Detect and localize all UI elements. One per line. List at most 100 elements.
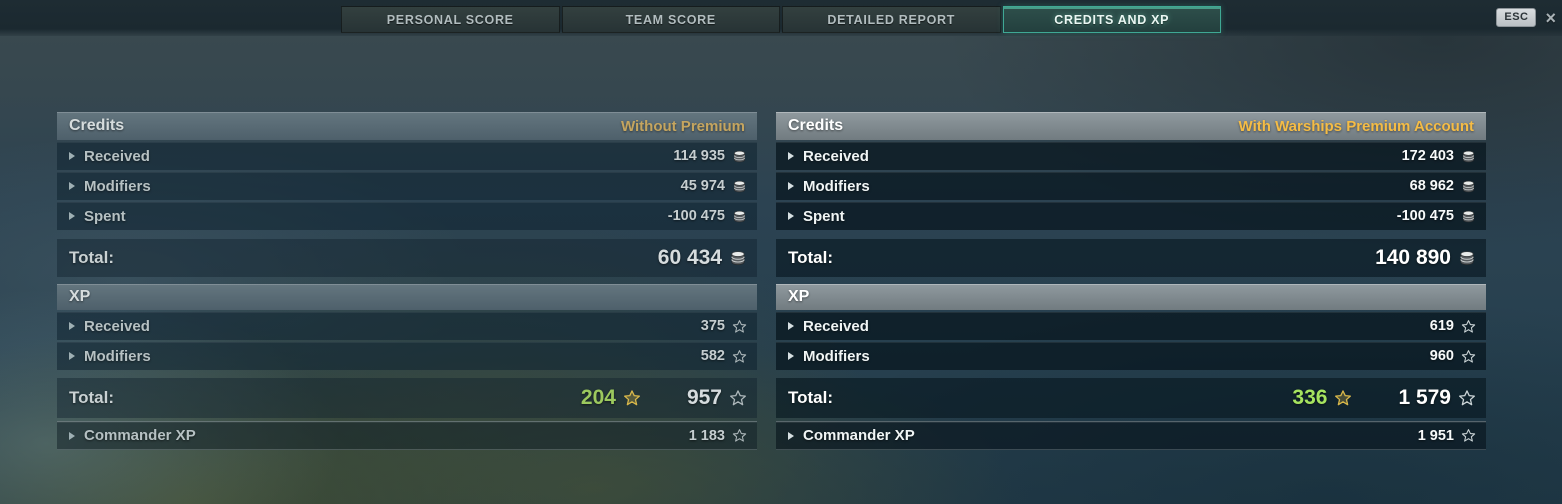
xp-title: XP: [69, 288, 91, 305]
row-value: -100 475: [1396, 208, 1454, 224]
esc-key-button[interactable]: ESC: [1496, 8, 1537, 27]
credits-title: Credits: [788, 117, 844, 134]
row-label: Received: [803, 317, 869, 335]
credits-row-spent[interactable]: Spent -100 475: [776, 202, 1486, 230]
expand-arrow-icon: [788, 431, 794, 440]
credits-icon: [729, 249, 747, 267]
xp-star-icon: [729, 389, 747, 407]
row-label: Modifiers: [84, 347, 151, 365]
tab-label: CREDITS AND XP: [1054, 12, 1170, 27]
row-value: 172 403: [1401, 148, 1454, 164]
credits-icon: [732, 149, 747, 164]
tab-label: DETAILED REPORT: [827, 12, 956, 27]
expand-arrow-icon: [69, 431, 75, 440]
credits-icon: [732, 179, 747, 194]
xp-total-value: 957: [686, 386, 722, 409]
row-label: Modifiers: [84, 177, 151, 195]
credits-row-spent[interactable]: Spent -100 475: [57, 202, 757, 230]
credits-section-header: Credits Without Premium: [57, 112, 757, 140]
commander-xp-row[interactable]: Commander XP 1 183: [57, 421, 757, 450]
row-value: 45 974: [680, 178, 725, 194]
credits-icon: [1461, 209, 1476, 224]
premium-status-label: Without Premium: [620, 117, 745, 135]
row-value: -100 475: [667, 208, 725, 224]
expand-arrow-icon: [788, 322, 794, 330]
xp-bonus-value: 336: [1292, 386, 1328, 409]
row-value: 1 951: [1417, 427, 1454, 444]
expand-arrow-icon: [788, 182, 794, 190]
top-bar: [0, 0, 1562, 36]
row-value: 582: [700, 348, 725, 364]
gold-star-icon: [623, 389, 641, 407]
row-label: Received: [803, 147, 869, 165]
expand-arrow-icon: [69, 322, 75, 330]
row-value: 114 935: [673, 148, 725, 164]
row-value: 619: [1429, 318, 1454, 334]
gold-star-icon: [1334, 389, 1352, 407]
xp-total-row: Total: 204 957: [57, 378, 757, 418]
xp-title: XP: [788, 288, 810, 305]
row-value: 1 183: [688, 427, 725, 444]
credits-row-modifiers[interactable]: Modifiers 68 962: [776, 172, 1486, 200]
total-label: Total:: [69, 248, 115, 267]
xp-star-icon: [1458, 389, 1476, 407]
expand-arrow-icon: [69, 152, 75, 160]
credits-total-value: 60 434: [657, 246, 722, 269]
expand-arrow-icon: [69, 182, 75, 190]
row-value: 375: [700, 318, 725, 334]
tab-label: PERSONAL SCORE: [386, 12, 514, 27]
premium-status-label: With Warships Premium Account: [1238, 117, 1474, 135]
panel-with-premium: Credits With Warships Premium Account Re…: [776, 112, 1486, 450]
commander-xp-row[interactable]: Commander XP 1 951: [776, 421, 1486, 450]
xp-section-header: XP: [776, 284, 1486, 310]
credits-total-value: 140 890: [1375, 246, 1451, 269]
tab-credits-and-xp[interactable]: CREDITS AND XP: [1002, 6, 1221, 33]
expand-arrow-icon: [69, 352, 75, 360]
xp-total-value: 1 579: [1398, 386, 1451, 409]
xp-bonus-group: 336: [1292, 386, 1352, 410]
credits-row-received[interactable]: Received 172 403: [776, 142, 1486, 170]
xp-bonus-group: 204: [581, 386, 641, 410]
xp-bonus-value: 204: [580, 386, 616, 409]
xp-row-modifiers[interactable]: Modifiers 582: [57, 342, 757, 370]
credits-icon: [1461, 179, 1476, 194]
xp-star-icon: [732, 349, 747, 364]
escape-controls: ESC ×: [1496, 8, 1556, 27]
close-icon[interactable]: ×: [1545, 7, 1556, 28]
credits-icon: [732, 209, 747, 224]
tab-personal-score[interactable]: PERSONAL SCORE: [341, 6, 560, 33]
row-label: Spent: [84, 207, 126, 225]
xp-row-received[interactable]: Received 619: [776, 312, 1486, 340]
total-label: Total:: [788, 388, 834, 407]
row-label: Received: [84, 317, 150, 335]
row-label: Modifiers: [803, 347, 870, 365]
panel-without-premium: Credits Without Premium Received 114 935…: [57, 112, 757, 450]
tab-label: TEAM SCORE: [625, 12, 716, 27]
expand-arrow-icon: [788, 352, 794, 360]
xp-section-header: XP: [57, 284, 757, 310]
xp-row-received[interactable]: Received 375: [57, 312, 757, 340]
credits-title: Credits: [69, 117, 125, 134]
xp-row-modifiers[interactable]: Modifiers 960: [776, 342, 1486, 370]
xp-star-icon: [732, 319, 747, 334]
xp-star-icon: [1461, 319, 1476, 334]
xp-star-icon: [732, 428, 747, 443]
expand-arrow-icon: [69, 212, 75, 220]
xp-star-icon: [1461, 428, 1476, 443]
credits-row-modifiers[interactable]: Modifiers 45 974: [57, 172, 757, 200]
credits-total-row: Total: 140 890: [776, 239, 1486, 277]
expand-arrow-icon: [788, 212, 794, 220]
row-label: Commander XP: [84, 427, 196, 444]
credits-icon: [1458, 249, 1476, 267]
credits-row-received[interactable]: Received 114 935: [57, 142, 757, 170]
xp-star-icon: [1461, 349, 1476, 364]
expand-arrow-icon: [788, 152, 794, 160]
results-tab-bar: PERSONAL SCORE TEAM SCORE DETAILED REPOR…: [341, 6, 1221, 33]
row-label: Commander XP: [803, 427, 915, 444]
tab-team-score[interactable]: TEAM SCORE: [561, 6, 780, 33]
row-label: Received: [84, 147, 150, 165]
total-label: Total:: [69, 388, 115, 407]
tab-detailed-report[interactable]: DETAILED REPORT: [782, 6, 1001, 33]
row-value: 960: [1429, 348, 1454, 364]
